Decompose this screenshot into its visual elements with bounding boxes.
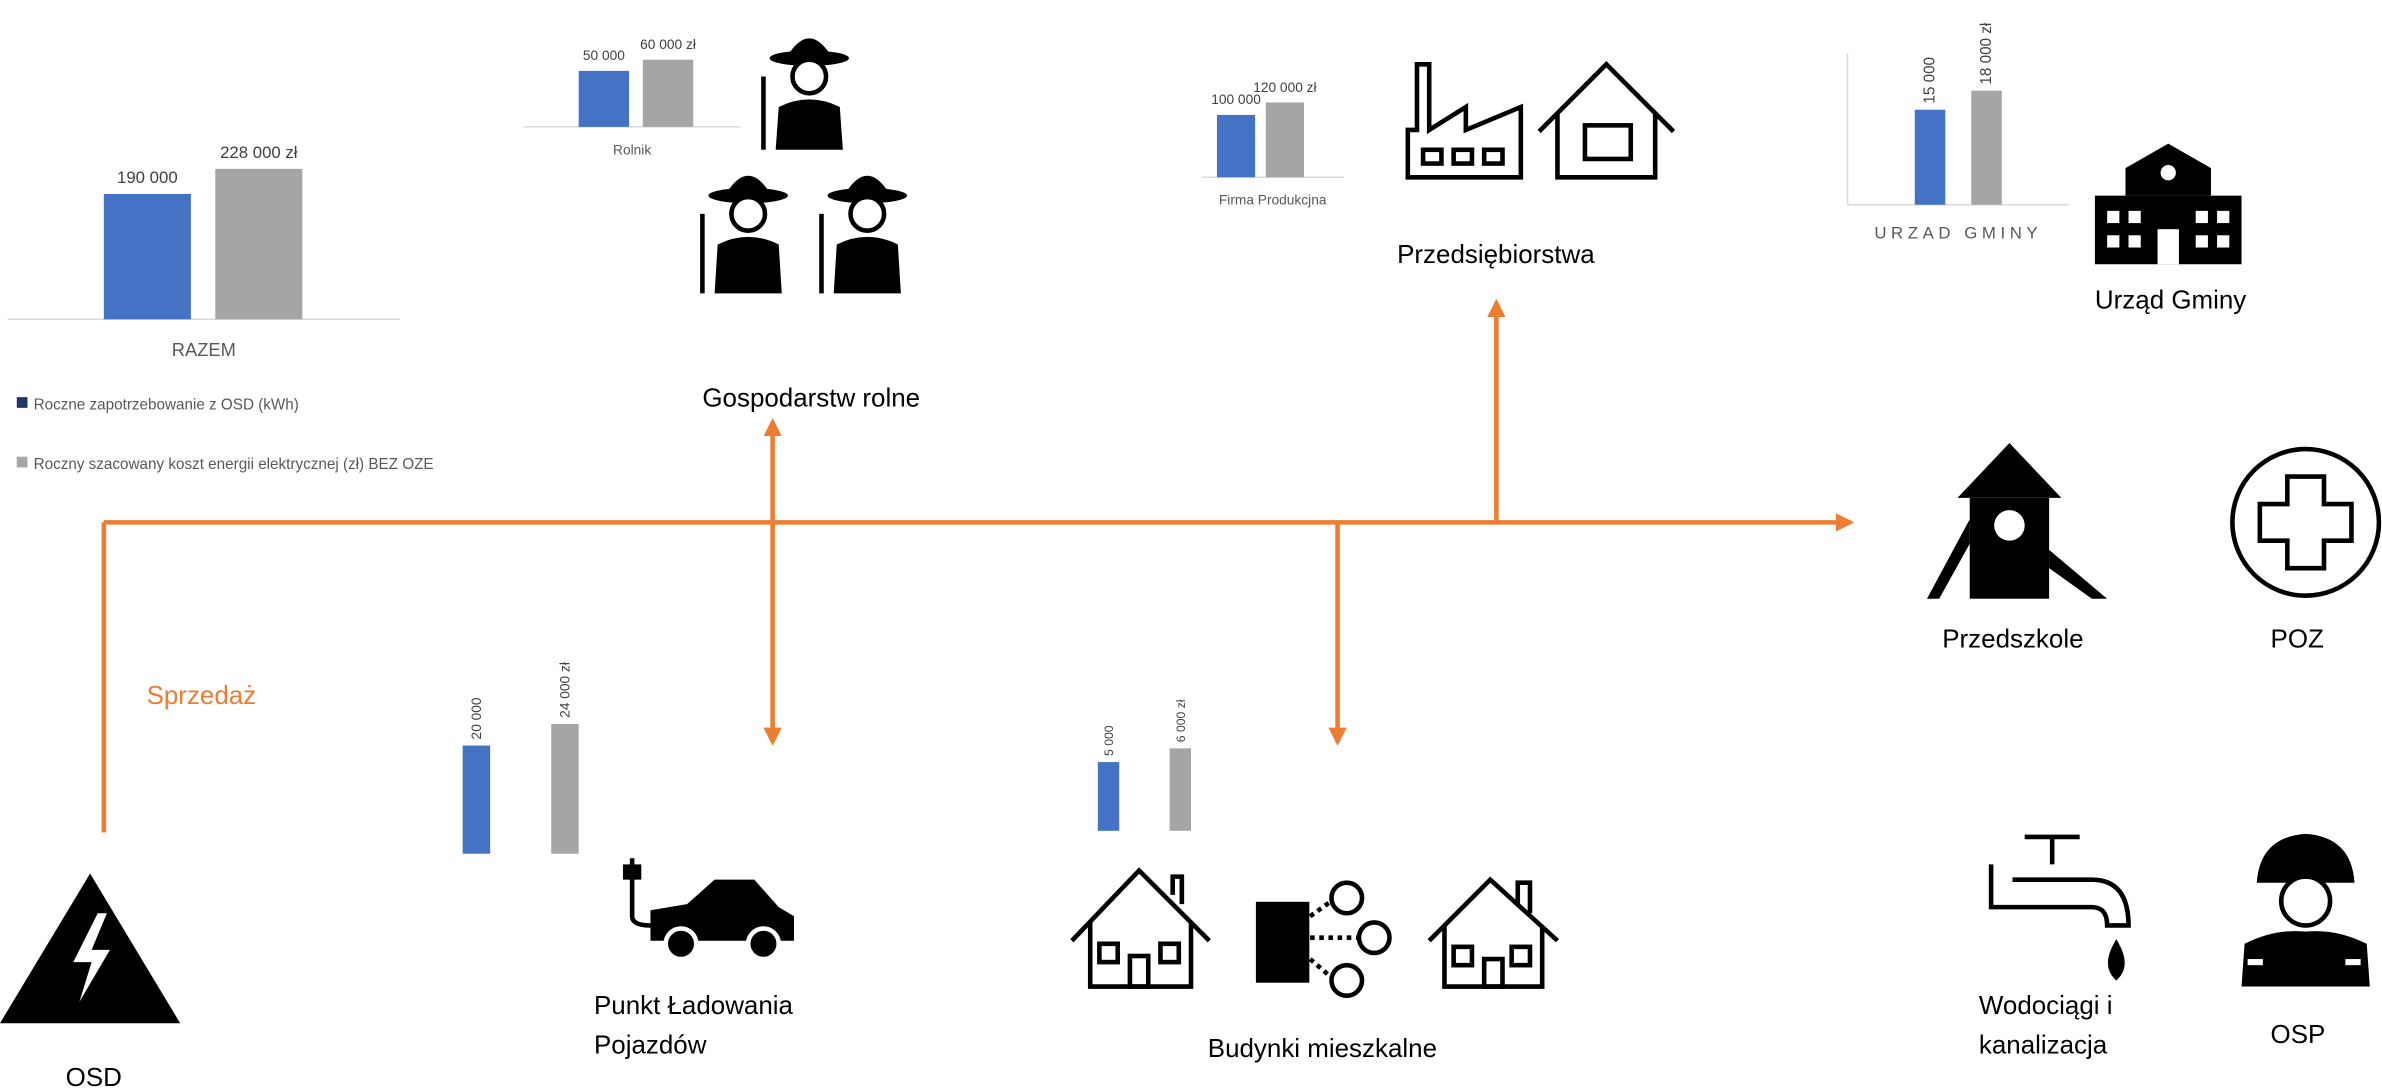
icon-farmers bbox=[700, 38, 907, 294]
node-label: POZ bbox=[2271, 626, 2324, 654]
value-label: 228 000 zł bbox=[220, 143, 298, 162]
value-label: 190 000 bbox=[117, 168, 178, 187]
icon-grid bbox=[0, 873, 181, 1024]
value-label: 50 000 bbox=[583, 48, 625, 63]
legend-swatch bbox=[16, 397, 28, 408]
value-label: 120 000 zł bbox=[1253, 80, 1316, 95]
bar bbox=[578, 70, 630, 127]
bar bbox=[1216, 114, 1256, 178]
category-label: URZAD GMINY bbox=[1874, 223, 2042, 242]
value-label: 18 000 zł bbox=[1978, 22, 1995, 85]
icon-clinic bbox=[2230, 446, 2382, 598]
bar bbox=[1097, 762, 1120, 831]
icon-houses bbox=[1070, 867, 1560, 998]
node-label: Wodociągi i bbox=[1979, 992, 2113, 1020]
bar bbox=[215, 168, 303, 320]
bar bbox=[462, 745, 491, 854]
node-label: Budynki mieszkalne bbox=[1208, 1035, 1437, 1063]
node-label: Przedszkole bbox=[1942, 626, 2083, 654]
value-label: 5 000 bbox=[1102, 725, 1116, 756]
icon-factory bbox=[1405, 61, 1676, 180]
legend-swatch bbox=[16, 456, 28, 468]
node-label: kanalizacja bbox=[1979, 1032, 2108, 1060]
value-label: 24 000 zł bbox=[558, 662, 573, 718]
bar bbox=[1265, 102, 1304, 178]
node-label: OSP bbox=[2271, 1021, 2326, 1049]
flow-lines bbox=[101, 298, 1855, 833]
icon-office bbox=[2094, 143, 2242, 265]
node-label: OSD bbox=[66, 1064, 122, 1089]
icon-firefighter bbox=[2241, 833, 2370, 987]
bar bbox=[551, 723, 579, 854]
bar bbox=[103, 193, 191, 320]
category-label: Rolnik bbox=[613, 142, 651, 157]
bar bbox=[1169, 748, 1191, 831]
value-label: 15 000 bbox=[1922, 57, 1939, 104]
bar bbox=[642, 59, 694, 127]
value-label: 100 000 bbox=[1211, 92, 1261, 107]
value-label: 20 000 bbox=[469, 697, 484, 739]
node-label: Gospodarstw rolne bbox=[702, 384, 920, 412]
legend-entry: Roczne zapotrzebowanie z OSD (kWh) bbox=[34, 396, 299, 413]
flow-label: Sprzedaż bbox=[147, 682, 257, 710]
icon-water bbox=[1988, 834, 2131, 981]
value-label: 6 000 zł bbox=[1174, 699, 1188, 742]
node-label: Urząd Gminy bbox=[2095, 287, 2246, 315]
category-label: RAZEM bbox=[172, 339, 236, 360]
icon-car bbox=[622, 858, 794, 962]
bar bbox=[1971, 90, 2002, 205]
bar bbox=[1914, 109, 1946, 205]
legend-entry: Roczny szacowany koszt energii elektrycz… bbox=[34, 456, 434, 473]
node-label: Przedsiębiorstwa bbox=[1397, 241, 1595, 269]
icon-preschool bbox=[1926, 442, 2108, 599]
value-label: 60 000 zł bbox=[640, 37, 696, 52]
node-label: Punkt Ładowania bbox=[594, 992, 794, 1020]
node-label: Pojazdów bbox=[594, 1032, 707, 1060]
category-label: Firma Produkcjna bbox=[1219, 193, 1327, 208]
